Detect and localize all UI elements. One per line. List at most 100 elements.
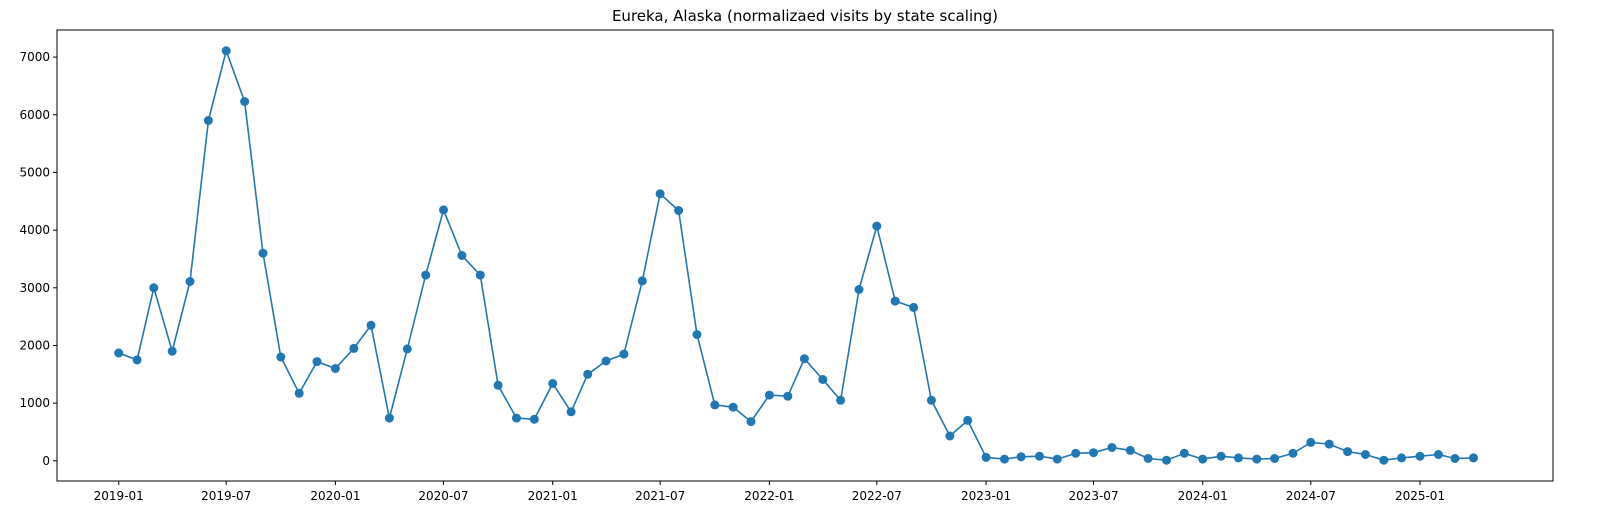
- x-tick-label: 2022-07: [852, 489, 902, 503]
- y-tick-label: 4000: [19, 223, 50, 237]
- data-point: [294, 388, 304, 398]
- data-point: [674, 206, 684, 215]
- data-point: [1198, 454, 1208, 464]
- y-tick-label: 7000: [19, 50, 50, 64]
- data-point: [945, 431, 955, 441]
- data-point: [1000, 454, 1009, 464]
- x-tick-label: 2024-01: [1178, 489, 1228, 503]
- x-tick-label: 2019-07: [201, 489, 251, 503]
- data-point: [384, 413, 394, 423]
- data-point: [1162, 455, 1171, 465]
- data-point: [926, 395, 936, 405]
- data-point: [655, 189, 665, 199]
- data-point: [548, 379, 558, 388]
- data-point: [836, 395, 846, 405]
- data-point: [1343, 447, 1353, 457]
- data-point: [366, 320, 376, 330]
- plot-area: 2019-01 2019-07 2020-01 2020-07 2021-01 2021-…: [19, 29, 1554, 503]
- data-point: [1469, 453, 1478, 463]
- data-point: [330, 364, 340, 373]
- data-point: [439, 205, 448, 215]
- data-point: [583, 369, 593, 379]
- plot-frame: [56, 29, 1554, 482]
- x-tick-label: 2022-01: [744, 489, 794, 503]
- data-point: [1270, 454, 1280, 463]
- x-tick-label: 2021-01: [528, 489, 578, 503]
- y-tick-label: 1000: [19, 396, 50, 410]
- data-point: [1433, 450, 1443, 459]
- y-axis: 0 1000 2000 3000 4000 5000 6000 7000: [19, 50, 57, 468]
- data-point: [1016, 452, 1026, 462]
- data-point: [185, 277, 195, 286]
- x-tick-label: 2020-07: [418, 489, 468, 503]
- data-point: [349, 343, 359, 353]
- y-tick-label: 0: [42, 454, 50, 468]
- data-point: [167, 346, 177, 356]
- x-axis: 2019-01 2019-07 2020-01 2020-07 2021-01 2021-…: [94, 481, 1445, 503]
- y-tick-label: 3000: [19, 281, 50, 295]
- data-point: [1071, 448, 1081, 458]
- series-markers: [114, 46, 1478, 465]
- data-point: [1233, 453, 1243, 463]
- data-point: [1143, 454, 1153, 463]
- data-point: [1216, 451, 1226, 461]
- data-point: [493, 380, 503, 390]
- data-point: [1415, 451, 1425, 461]
- data-point: [619, 349, 629, 359]
- data-point: [1089, 448, 1098, 458]
- data-point: [149, 283, 159, 293]
- data-point: [890, 296, 900, 306]
- data-point: [1107, 443, 1117, 452]
- data-point: [203, 116, 213, 125]
- data-point: [872, 221, 882, 231]
- data-point: [783, 391, 793, 401]
- data-point: [1035, 451, 1044, 461]
- data-point: [1179, 448, 1189, 458]
- data-point: [1360, 450, 1370, 459]
- data-point: [1450, 454, 1460, 463]
- data-point: [1324, 439, 1334, 449]
- data-point: [728, 402, 738, 412]
- data-point: [1125, 445, 1135, 455]
- data-point: [710, 400, 720, 410]
- data-point: [457, 251, 467, 260]
- data-point: [1379, 455, 1389, 465]
- data-point: [764, 390, 774, 400]
- data-point: [818, 375, 828, 384]
- data-point: [402, 344, 412, 354]
- series-line: [118, 48, 1474, 462]
- data-point: [276, 352, 286, 362]
- x-tick-label: 2020-01: [310, 489, 360, 503]
- y-tick-label: 2000: [19, 338, 50, 352]
- data-point: [1252, 454, 1262, 464]
- data-point: [1397, 453, 1407, 463]
- data-point: [240, 97, 250, 106]
- x-tick-label: 2021-07: [635, 489, 685, 503]
- data-point: [132, 355, 142, 365]
- x-tick-label: 2023-01: [961, 489, 1011, 503]
- y-tick-label: 5000: [19, 165, 50, 179]
- data-point: [601, 356, 611, 366]
- data-point: [1052, 454, 1062, 464]
- data-point: [529, 414, 539, 424]
- data-point: [692, 330, 702, 339]
- data-point: [746, 417, 756, 427]
- x-tick-label: 2024-07: [1286, 489, 1336, 503]
- data-point: [854, 285, 864, 294]
- data-point: [963, 415, 973, 425]
- data-point: [1288, 448, 1298, 458]
- data-point: [566, 407, 576, 417]
- data-point: [637, 276, 647, 286]
- data-point: [114, 348, 124, 358]
- x-tick-label: 2023-07: [1068, 489, 1118, 503]
- x-tick-label: 2019-01: [94, 489, 144, 503]
- data-point: [258, 248, 268, 258]
- data-point: [421, 270, 431, 280]
- y-tick-label: 6000: [19, 108, 50, 122]
- x-tick-label: 2025-01: [1395, 489, 1445, 503]
- data-point: [312, 357, 322, 367]
- data-point: [981, 452, 991, 462]
- data-point: [512, 413, 521, 423]
- data-point: [1306, 437, 1316, 447]
